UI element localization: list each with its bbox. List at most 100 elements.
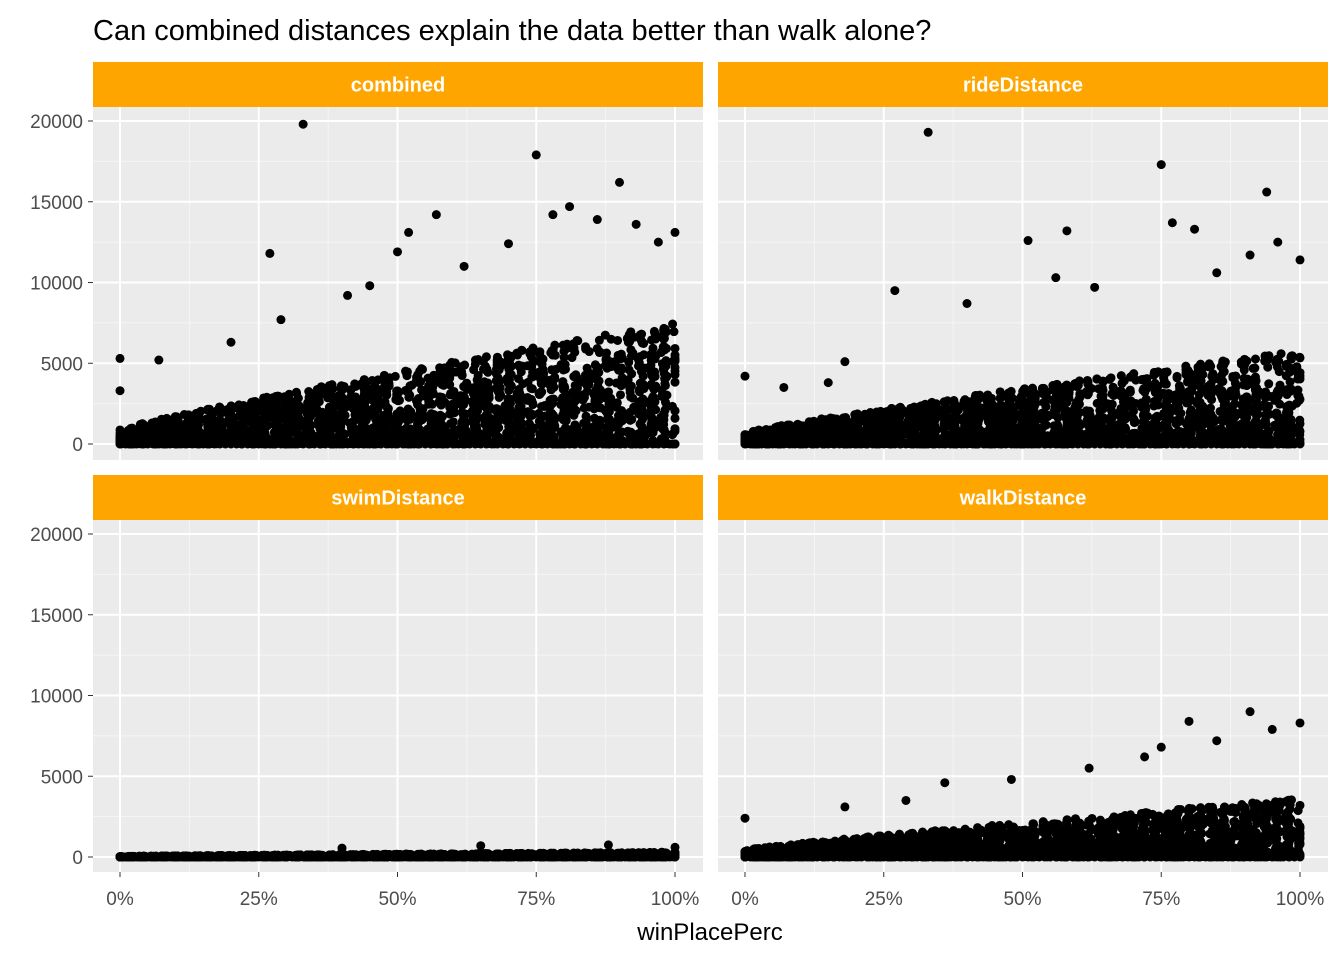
scatter-point	[424, 396, 434, 406]
scatter-point	[670, 356, 680, 366]
scatter-point	[650, 330, 660, 340]
scatter-point	[646, 399, 656, 409]
scatter-point	[559, 352, 569, 362]
scatter-point	[535, 389, 545, 399]
scatter-point	[384, 378, 394, 388]
scatter-point	[513, 374, 523, 384]
scatter-point	[1228, 371, 1238, 381]
scatter-point	[670, 377, 680, 387]
scatter-point	[582, 381, 592, 391]
scatter-point	[1241, 426, 1251, 436]
scatter-point	[382, 390, 392, 400]
scatter-point	[602, 431, 612, 441]
scatter-point	[646, 360, 656, 370]
scatter-point-outlier	[404, 227, 414, 237]
scatter-point	[589, 421, 599, 431]
scatter-point	[237, 403, 247, 413]
scatter-point	[1028, 383, 1038, 393]
scatter-point	[584, 402, 594, 412]
scatter-point	[649, 417, 659, 427]
scatter-point	[345, 401, 355, 411]
scatter-point	[536, 418, 546, 428]
scatter-point	[646, 406, 656, 416]
scatter-point	[606, 393, 616, 403]
scatter-point-outlier	[298, 119, 308, 129]
scatter-point	[439, 379, 449, 389]
scatter-point	[740, 431, 750, 441]
scatter-point	[1274, 389, 1284, 399]
scatter-point	[569, 398, 579, 408]
scatter-point-outlier	[276, 315, 286, 325]
scatter-point-outlier	[565, 202, 575, 212]
scatter-point-outlier	[531, 150, 541, 160]
scatter-point	[502, 428, 512, 438]
scatter-point	[670, 370, 680, 380]
scatter-point	[304, 411, 314, 421]
scatter-point	[624, 414, 634, 424]
scatter-point	[1204, 362, 1214, 372]
scatter-point	[1150, 397, 1160, 407]
scatter-point	[528, 343, 538, 353]
scatter-point	[272, 391, 282, 401]
scatter-point	[623, 337, 633, 347]
scatter-point	[491, 376, 501, 386]
scatter-point	[481, 418, 491, 428]
scatter-point	[371, 430, 381, 440]
scatter-point	[340, 410, 350, 420]
scatter-point	[527, 410, 537, 420]
scatter-point	[358, 407, 368, 417]
scatter-point	[417, 404, 427, 414]
scatter-point	[446, 419, 456, 429]
scatter-point	[414, 418, 424, 428]
scatter-point	[1071, 378, 1081, 388]
scatter-point	[470, 355, 480, 365]
scatter-point-outlier	[393, 247, 402, 257]
scatter-point	[203, 419, 213, 429]
scatter-point	[659, 333, 669, 343]
scatter-point	[594, 335, 604, 345]
chart-title: Can combined distances explain the data …	[93, 15, 931, 47]
scatter-point	[659, 409, 669, 419]
scatter-point	[316, 387, 326, 397]
scatter-point	[193, 409, 203, 419]
scatter-point	[548, 350, 558, 360]
scatter-point	[472, 375, 482, 385]
scatter-point	[1075, 407, 1085, 417]
scatter-point	[328, 384, 338, 394]
scatter-point	[291, 427, 301, 437]
scatter-point	[361, 381, 371, 391]
facet-strip-label: combined	[351, 75, 445, 97]
scatter-point	[634, 385, 644, 395]
scatter-point-outlier	[365, 281, 375, 291]
scatter-point	[359, 389, 369, 399]
scatter-point	[657, 423, 667, 433]
facet-panel-rideDistance: rideDistance	[718, 62, 1328, 460]
scatter-point	[315, 414, 325, 424]
scatter-point	[1292, 368, 1302, 378]
scatter-point	[558, 365, 568, 375]
scatter-point	[402, 367, 412, 377]
scatter-point	[329, 400, 339, 410]
scatter-point	[581, 344, 591, 354]
scatter-point	[526, 394, 536, 404]
scatter-point-outlier	[592, 215, 602, 225]
scatter-point	[406, 409, 416, 419]
scatter-point	[1106, 373, 1116, 383]
scatter-point	[239, 418, 249, 428]
scatter-point	[504, 385, 514, 395]
scatter-point	[315, 424, 325, 434]
scatter-point	[606, 421, 616, 431]
scatter-point	[525, 421, 535, 431]
scatter-point	[489, 404, 499, 414]
scatter-point	[540, 431, 550, 441]
scatter-point	[1248, 363, 1258, 373]
scatter-point	[504, 395, 514, 405]
scatter-point-outlier	[615, 177, 624, 187]
scatter-point	[627, 369, 637, 379]
scatter-point	[147, 421, 157, 431]
scatter-point	[604, 377, 614, 387]
scatter-point	[514, 397, 524, 407]
scatter-point	[612, 398, 622, 408]
scatter-point	[436, 418, 446, 428]
